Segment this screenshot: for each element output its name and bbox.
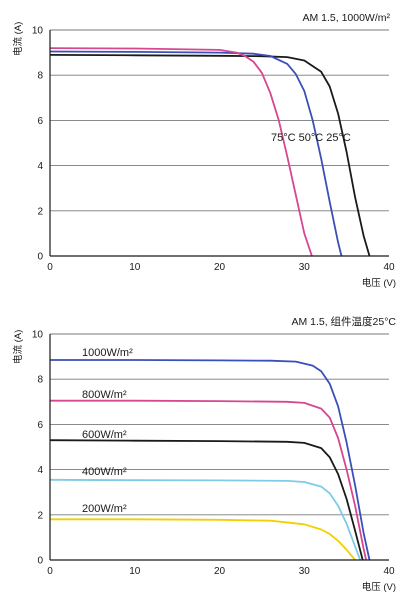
- chart-top-gridlines: [50, 29, 389, 212]
- chart-top-axes: [49, 30, 389, 257]
- chart-top-x-axis-label: 电压 (V): [362, 277, 396, 289]
- chart-top-x-tick-label: 20: [214, 262, 226, 273]
- chart-bottom-curve-2: [50, 399, 367, 561]
- chart-top-x-tick-label: 10: [129, 262, 141, 273]
- chart-top-y-tick-label: 0: [37, 252, 43, 263]
- chart-top-series-labels: 75°C 50°C 25°C: [271, 132, 351, 144]
- chart-bottom-x-tick-label: 40: [383, 566, 395, 577]
- chart-top-curves: [49, 47, 371, 257]
- chart-bottom: 0 2 4 6 8 10 0 10 20 30 40 1000W/m² 800W/m² 600W/m² 4…: [12, 315, 396, 593]
- chart-bottom-x-tick-label: 30: [299, 566, 311, 577]
- chart-bottom-series-label-3: 600W/m²: [82, 429, 127, 441]
- chart-top-curve-3: [49, 47, 313, 257]
- chart-bottom-curve-3: [49, 439, 364, 561]
- chart-bottom-x-tick-label: 20: [214, 566, 226, 577]
- chart-top-x-tick-label: 30: [299, 262, 311, 273]
- chart-bottom-curve-5: [50, 518, 356, 561]
- chart-bottom-curve-4: [49, 478, 362, 561]
- chart-top-x-tick-label: 40: [383, 262, 395, 273]
- chart-bottom-curves: [49, 359, 371, 561]
- chart-bottom-title: AM 1.5, 组件温度25°C: [291, 315, 396, 328]
- chart-bottom-series-label-2: 800W/m²: [82, 389, 127, 401]
- chart-bottom-series-labels: 1000W/m² 800W/m² 600W/m² 400W/m² 200W/m²: [82, 347, 133, 515]
- chart-top-y-tick-label: 2: [37, 206, 43, 217]
- chart-bottom-y-tick-label: 6: [37, 420, 43, 431]
- chart-bottom-axes: [49, 334, 389, 561]
- chart-bottom-curve-1: [50, 359, 371, 561]
- chart-bottom-series-label-1: 1000W/m²: [82, 347, 133, 359]
- chart-bottom-x-tick-label: 10: [129, 566, 141, 577]
- chart-top-title: AM 1.5, 1000W/m²: [302, 12, 390, 24]
- chart-top-y-tick-label: 8: [37, 71, 43, 82]
- chart-top-y-tick-label: 4: [37, 161, 43, 172]
- chart-bottom-tick-labels: 0 2 4 6 8 10 0 10 20 30 40: [32, 330, 395, 578]
- chart-bottom-y-tick-label: 4: [37, 465, 43, 476]
- chart-bottom-y-axis-label: 电流 (A): [12, 330, 24, 364]
- chart-bottom-x-tick-label: 0: [47, 566, 53, 577]
- chart-top-x-tick-label: 0: [47, 262, 53, 273]
- chart-top: 0 2 4 6 8 10 0 10 20 30 40 AM 1.5, 1000W/m² 电流 (A)…: [12, 12, 396, 289]
- chart-bottom-x-axis-label: 电压 (V): [362, 581, 396, 593]
- chart-top-y-tick-label: 6: [37, 116, 43, 127]
- chart-top-curve-2: [49, 50, 343, 257]
- chart-bottom-series-label-4: 400W/m²: [82, 466, 127, 478]
- chart-top-curve-1: [49, 54, 371, 257]
- chart-bottom-y-tick-label: 10: [32, 330, 44, 341]
- chart-top-y-tick-label: 10: [32, 26, 44, 37]
- chart-bottom-y-tick-label: 0: [37, 556, 43, 567]
- chart-top-y-axis-label: 电流 (A): [12, 22, 24, 56]
- chart-top-tick-labels: 0 2 4 6 8 10 0 10 20 30 40: [32, 26, 395, 274]
- chart-bottom-y-tick-label: 2: [37, 510, 43, 521]
- chart-bottom-series-label-5: 200W/m²: [82, 503, 127, 515]
- chart-bottom-y-tick-label: 8: [37, 375, 43, 386]
